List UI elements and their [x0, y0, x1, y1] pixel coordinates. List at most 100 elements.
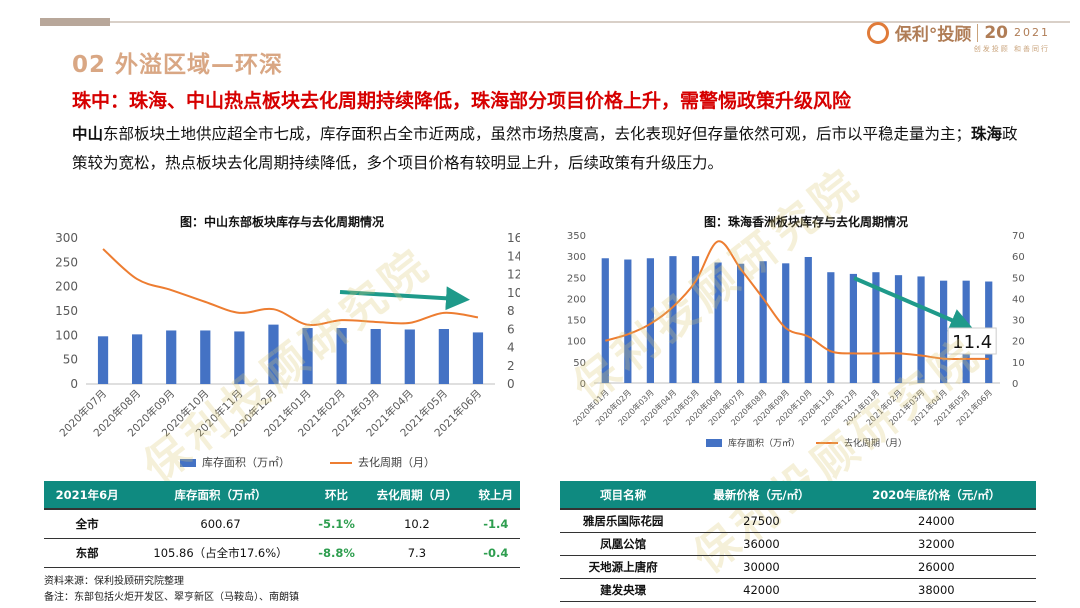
bar	[827, 272, 835, 383]
bar	[472, 332, 484, 384]
y-left-tick-label: 150	[55, 304, 78, 318]
table-cell: 天地源上唐府	[560, 555, 687, 579]
y-left-tick-label: 0	[70, 377, 78, 391]
trend-arrow	[339, 286, 470, 311]
y-right-tick-label: 20	[1012, 337, 1025, 348]
table-zhongshan: 2021年6月 库存面积（万㎡） 环比 去化周期（月） 较上月 全市 600.6…	[44, 481, 520, 568]
y-left-tick-label: 100	[55, 328, 78, 342]
remark-note: 备注：东部包括火炬开发区、翠亨新区（马鞍岛）、南朗镇	[44, 592, 299, 603]
bar	[404, 329, 415, 384]
y-right-tick-label: 0	[1012, 379, 1018, 390]
table-cell: -5.1%	[310, 508, 363, 539]
y-left-tick-label: 300	[55, 231, 78, 245]
bar	[894, 275, 903, 383]
chart-svg: 图：中山东部板块库存与去化周期情况 0 50 100 150 200 250 300 0 2 4 6 8…	[55, 214, 520, 469]
bar	[940, 280, 948, 383]
bar	[268, 324, 279, 384]
chart-title: 图：中山东部板块库存与去化周期情况	[180, 214, 384, 229]
bar	[917, 276, 925, 383]
brand-mark-icon	[866, 21, 889, 44]
y-right-tick-label: 30	[1012, 316, 1025, 327]
y-left-tick-label: 300	[567, 252, 586, 263]
bar	[97, 336, 109, 384]
series-line	[605, 240, 989, 360]
table-cell: 7.3	[362, 538, 472, 568]
y-right-tick-label: 60	[1012, 252, 1025, 263]
logo-separator	[977, 23, 979, 42]
y-left-tick-label: 200	[567, 294, 586, 305]
y-right-tick-label: 14	[507, 249, 520, 263]
chart-zhongshan: 图：中山东部板块库存与去化周期情况 0 50 100 150 200 250 300 0 2 4 6 8…	[30, 208, 520, 478]
bar	[849, 273, 857, 383]
y-right-tick-label: 2	[507, 359, 515, 373]
top-accent-bar	[40, 18, 110, 26]
bar	[200, 330, 211, 384]
table-cell: 建发央璟	[560, 578, 687, 602]
table-cell: 东部	[44, 538, 131, 568]
series-line	[102, 248, 479, 327]
y-left-tick-label: 250	[567, 273, 586, 284]
table-zhuhai: 项目名称 最新价格（元/㎡） 2020年底价格（元/㎡） 雅居乐国际花园 275…	[560, 481, 1036, 602]
bar	[370, 329, 381, 384]
table-cell: 24000	[836, 508, 1036, 533]
y-right-tick-label: 8	[507, 304, 515, 318]
headline: 珠中：珠海、中山热点板块去化周期持续降低，珠海部分项目价格上升，需警惕政策升级风…	[72, 90, 852, 112]
table-cell: -1.4	[471, 508, 520, 539]
brand-slogan: 创发投顾 和善同行	[973, 45, 1050, 53]
table-cell: 38000	[836, 578, 1036, 602]
bar	[336, 328, 347, 384]
y-left-tick-label: 350	[567, 231, 586, 242]
source-note: 资料来源：保利投顾研究院整理	[44, 576, 184, 587]
col-header: 2020年底价格（元/㎡）	[836, 481, 1036, 509]
bar	[782, 263, 790, 383]
brand-logo: 保利°投顾 20 2021	[866, 20, 1050, 45]
table-cell: 27500	[686, 508, 837, 533]
table-cell: -0.4	[471, 538, 520, 568]
y-right-tick-label: 0	[507, 377, 515, 391]
bar	[804, 256, 812, 383]
bar	[234, 331, 245, 384]
y-right-tick-label: 50	[1012, 273, 1025, 284]
legend-bar-swatch	[706, 439, 722, 447]
legend-bar-label: 库存面积（万㎡）	[728, 437, 800, 449]
bar	[737, 263, 745, 383]
y-left-tick-label: 50	[573, 358, 586, 369]
table-cell: 雅居乐国际花园	[560, 508, 687, 533]
y-left-tick-label: 250	[55, 255, 78, 269]
table-cell: 36000	[686, 532, 837, 556]
y-right-tick-label: 4	[507, 341, 515, 355]
legend-line-label: 去化周期（月）	[844, 437, 907, 449]
y-left-tick-label: 200	[55, 280, 78, 294]
table-cell: 凤凰公馆	[560, 532, 687, 556]
table-cell: 600.67	[130, 508, 311, 539]
legend-line-label: 去化周期（月）	[358, 455, 435, 469]
table-cell: -8.8%	[310, 538, 363, 568]
section-title: 02 外溢区域—环深	[72, 52, 284, 78]
y-left-tick-label: 150	[567, 316, 586, 327]
y-right-tick-label: 10	[507, 286, 520, 300]
table-row: 全市 600.67 -5.1% 10.2 -1.4	[44, 508, 520, 539]
col-header: 2021年6月	[44, 481, 131, 509]
brand-name: 保利°投顾	[894, 25, 972, 45]
bar	[669, 256, 677, 383]
y-right-tick-label: 16	[507, 231, 520, 245]
col-header: 环比	[310, 481, 363, 509]
table-cell: 42000	[686, 578, 837, 602]
para-text-zhuhai: 政策较为宽松，热点板块去化周期持续降低，多个项目价格有较明显上升，后续政策有升级…	[72, 125, 1018, 172]
table-cell: 32000	[836, 532, 1036, 556]
para-text-zhongshan: 东部板块土地供应超全市七成，库存面积占全市近两成，虽然市场热度高，去化表现好但存…	[103, 125, 972, 143]
table-row: 建发央璟 42000 38000	[560, 578, 1036, 602]
bar	[714, 262, 722, 383]
table-cell: 10.2	[362, 508, 472, 539]
y-right-tick-label: 6	[507, 322, 515, 336]
col-header: 项目名称	[560, 481, 687, 509]
bar	[624, 259, 632, 383]
data-label-box	[947, 327, 997, 355]
col-header: 较上月	[471, 481, 520, 509]
table-cell: 30000	[686, 555, 837, 579]
col-header: 库存面积（万㎡）	[130, 481, 311, 509]
y-left-tick-label: 50	[63, 353, 78, 367]
bar	[166, 330, 177, 384]
summary-paragraph: 中山东部板块土地供应超全市七成，库存面积占全市近两成，虽然市场热度高，去化表现好…	[72, 120, 1032, 178]
col-header: 最新价格（元/㎡）	[686, 481, 837, 509]
